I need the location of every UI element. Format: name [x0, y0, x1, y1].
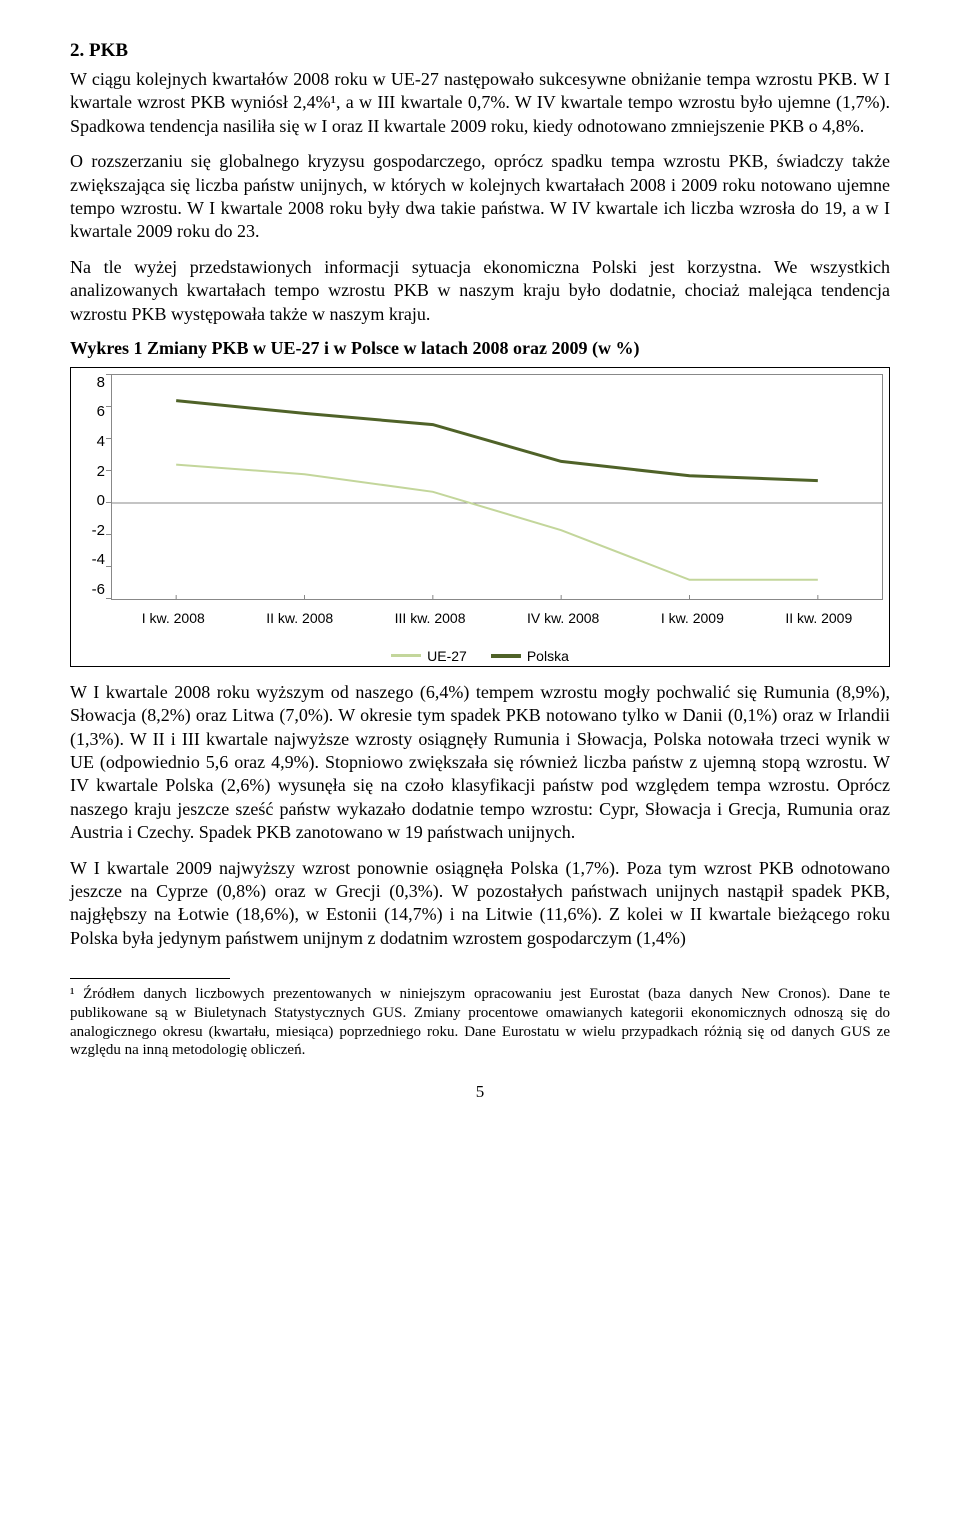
chart-container: 8 6 4 2 0 -2 -4 -6 I kw. 2008 II kw. 200… [70, 367, 890, 667]
xtick-label: II kw. 2009 [785, 610, 852, 626]
legend-swatch [391, 654, 421, 657]
paragraph: W ciągu kolejnych kwartałów 2008 roku w … [70, 68, 890, 138]
legend-swatch [491, 654, 521, 658]
legend-item-polska: Polska [491, 648, 569, 664]
xtick-label: II kw. 2008 [266, 610, 333, 626]
document-page: 2. PKB W ciągu kolejnych kwartałów 2008 … [0, 0, 960, 1132]
chart-x-axis: I kw. 2008 II kw. 2008 III kw. 2008 IV k… [111, 610, 883, 626]
paragraph: O rozszerzaniu się globalnego kryzysu go… [70, 150, 890, 244]
ytick-label: 8 [77, 374, 105, 391]
paragraph: W I kwartale 2009 najwyższy wzrost ponow… [70, 857, 890, 951]
paragraph: W I kwartale 2008 roku wyższym od naszeg… [70, 681, 890, 845]
page-number: 5 [70, 1082, 890, 1102]
chart-legend: UE-27 Polska [77, 648, 883, 664]
ytick-label: -2 [77, 522, 105, 539]
chart-y-axis: 8 6 4 2 0 -2 -4 -6 [77, 374, 111, 598]
ytick-label: 2 [77, 463, 105, 480]
ytick-label: 6 [77, 403, 105, 420]
ytick-label: 4 [77, 433, 105, 450]
legend-label: UE-27 [427, 648, 467, 664]
footnote: ¹ Źródłem danych liczbowych prezentowany… [70, 985, 890, 1060]
legend-label: Polska [527, 648, 569, 664]
chart-plot-area [111, 374, 883, 600]
ytick-label: -6 [77, 581, 105, 598]
chart-title: Wykres 1 Zmiany PKB w UE-27 i w Polsce w… [70, 338, 890, 359]
section-heading: 2. PKB [70, 40, 890, 62]
paragraph: Na tle wyżej przedstawionych informacji … [70, 256, 890, 326]
line-chart-svg [112, 375, 882, 599]
xtick-label: IV kw. 2008 [527, 610, 599, 626]
xtick-label: I kw. 2009 [661, 610, 724, 626]
xtick-label: I kw. 2008 [142, 610, 205, 626]
ytick-label: -4 [77, 551, 105, 568]
xtick-label: III kw. 2008 [395, 610, 466, 626]
legend-item-ue27: UE-27 [391, 648, 467, 664]
footnote-separator [70, 978, 230, 979]
ytick-label: 0 [77, 492, 105, 509]
